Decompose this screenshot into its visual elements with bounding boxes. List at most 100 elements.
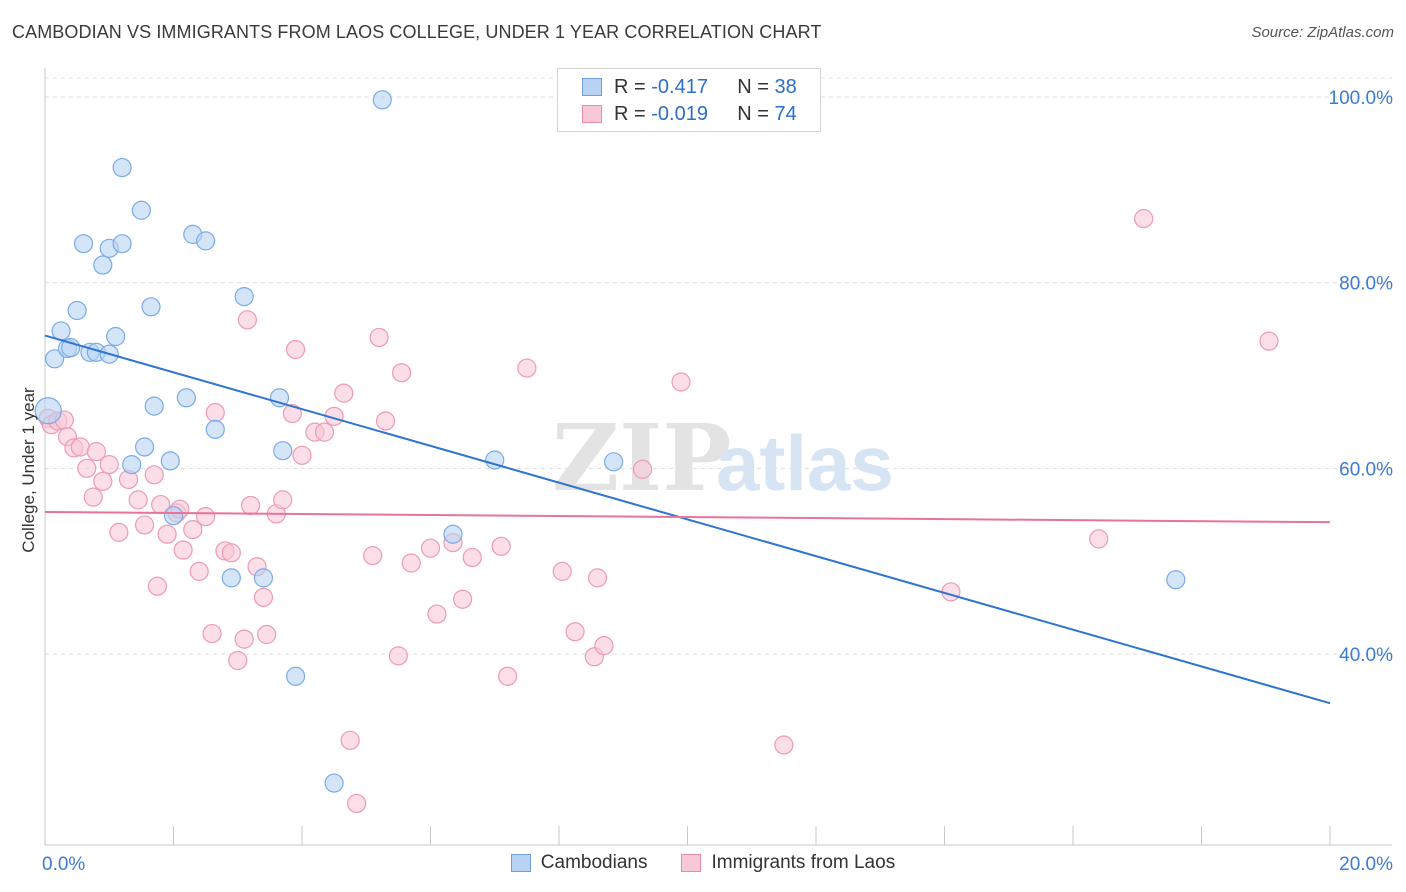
laos-point <box>134 515 155 535</box>
cambodian-point <box>221 568 241 588</box>
cambodian-point <box>160 451 180 471</box>
laos-point <box>202 623 222 644</box>
laos-point <box>1259 331 1279 351</box>
laos-point <box>292 445 312 465</box>
laos-point <box>334 383 354 403</box>
x-tick-label: 0.0% <box>42 854 85 875</box>
laos-point <box>594 636 614 656</box>
laos-point <box>221 543 241 563</box>
laos-point <box>388 646 408 666</box>
laos-point <box>257 624 277 645</box>
watermark-zip: ZIP <box>552 404 731 512</box>
cambodian-point <box>253 568 274 588</box>
laos-point <box>347 793 367 814</box>
cambodian-point <box>234 286 254 307</box>
laos-point <box>70 437 90 457</box>
laos-point <box>253 587 274 607</box>
legend-n-value: 74 <box>774 102 797 125</box>
cambodian-point <box>112 234 132 254</box>
laos-point <box>234 629 254 649</box>
cambodian-point <box>141 297 161 317</box>
cambodian-point <box>106 326 126 347</box>
laos-point <box>517 358 537 378</box>
cambodian-point <box>324 773 344 793</box>
legend-swatch-cambodians <box>582 78 602 96</box>
laos-point <box>99 455 119 475</box>
cambodian-point <box>34 397 62 425</box>
x-tick-label: 20.0% <box>1339 854 1393 875</box>
laos-point <box>587 568 608 588</box>
stats-legend: R = -0.417 N = 38 R = -0.019 N = 74 <box>557 68 821 132</box>
legend-swatch-laos <box>582 105 602 123</box>
y-tick-label: 40.0% <box>1339 645 1393 666</box>
laos-point <box>282 403 302 424</box>
cambodian-point <box>51 321 71 341</box>
legend-r-label: R = <box>614 102 646 125</box>
legend-n-value: 38 <box>774 75 797 98</box>
laos-point <box>1089 529 1109 549</box>
cambodian-point <box>61 338 81 358</box>
cambodian-point <box>285 666 306 686</box>
legend-r-value: -0.019 <box>651 102 708 125</box>
cambodian-point <box>205 419 225 439</box>
cambodian-point <box>134 437 155 457</box>
cambodian-point <box>163 506 184 526</box>
legend-label-cambodians: Cambodians <box>540 852 648 873</box>
legend-swatch-laos <box>681 854 702 872</box>
laos-point <box>83 487 103 507</box>
cambodian-point <box>73 234 94 254</box>
laos-point <box>314 422 335 442</box>
cambodian-point <box>176 388 196 408</box>
laos-point <box>128 490 148 510</box>
laos-point <box>427 604 447 624</box>
legend-item-cambodians[interactable]: Cambodians <box>510 852 648 874</box>
cambodian-point <box>443 524 463 544</box>
source-label: Source: ZipAtlas.com <box>1251 24 1394 41</box>
watermark-atlas: atlas <box>716 419 894 507</box>
laos-point <box>552 561 572 581</box>
laos-point <box>671 372 691 392</box>
laos-point <box>391 363 412 383</box>
laos-point <box>453 589 473 609</box>
laos-point <box>189 561 209 581</box>
laos-point <box>205 403 225 423</box>
laos-point <box>157 524 177 544</box>
laos-point <box>86 442 107 462</box>
laos-point <box>241 495 261 516</box>
laos-point <box>401 553 421 573</box>
laos-point <box>285 339 306 360</box>
cambodian-point <box>485 450 505 470</box>
legend-label-laos: Immigrants from Laos <box>711 852 896 873</box>
laos-point <box>273 490 293 510</box>
cambodian-point <box>196 231 216 251</box>
laos-point <box>941 582 961 602</box>
laos-point <box>340 730 360 750</box>
cambodian-point <box>144 396 164 416</box>
laos-point <box>462 547 482 568</box>
legend-swatch-cambodians <box>510 854 531 872</box>
chart-title: CAMBODIAN VS IMMIGRANTS FROM LAOS COLLEG… <box>12 22 822 42</box>
cambodian-trend-line <box>44 334 1331 705</box>
laos-point <box>363 545 383 566</box>
cambodian-point <box>372 90 392 110</box>
laos-point <box>498 666 518 686</box>
cambodian-point <box>45 349 65 369</box>
legend-n-label: N = <box>737 102 769 125</box>
laos-point <box>228 650 248 671</box>
laos-point <box>491 536 511 556</box>
laos-point <box>565 622 585 642</box>
laos-point <box>196 507 216 527</box>
y-tick-label: 80.0% <box>1339 274 1393 295</box>
cambodian-point <box>67 300 87 321</box>
cambodian-point <box>273 441 293 461</box>
legend-row-laos: R = -0.019 N = 74 <box>582 102 797 126</box>
legend-n-label: N = <box>737 75 769 98</box>
laos-point <box>237 310 257 330</box>
legend-item-laos[interactable]: Immigrants from Laos <box>681 852 895 874</box>
series-legend: Cambodians Immigrants from Laos <box>0 852 1406 874</box>
legend-r-value: -0.417 <box>651 75 708 98</box>
laos-trend-line <box>44 510 1331 524</box>
legend-r-label: R = <box>614 75 646 98</box>
cambodian-point <box>93 255 113 275</box>
